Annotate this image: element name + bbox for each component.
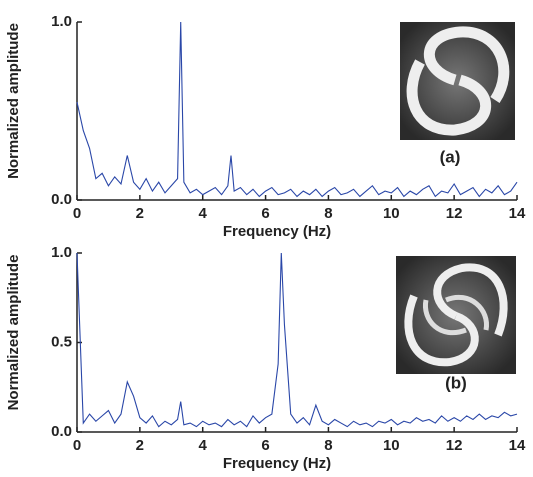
- x-tick-label: 8: [324, 205, 332, 222]
- y-axis-label: Normalized amplitude: [5, 23, 22, 179]
- x-tick-label: 6: [261, 437, 269, 454]
- panel-label: (a): [440, 147, 461, 166]
- y-tick-label: 0.0: [51, 423, 72, 440]
- x-tick-label: 4: [199, 205, 208, 222]
- x-axis-label: Frequency (Hz): [223, 223, 331, 240]
- inset-image-a: [400, 22, 515, 140]
- y-tick-label: 1.0: [51, 244, 72, 261]
- y-tick-label: 0.0: [51, 191, 72, 208]
- x-tick-label: 2: [136, 205, 144, 222]
- x-tick-label: 14: [509, 437, 526, 454]
- x-tick-label: 4: [199, 437, 208, 454]
- x-tick-label: 14: [509, 205, 526, 222]
- x-tick-label: 12: [446, 437, 463, 454]
- x-tick-label: 10: [383, 205, 400, 222]
- x-tick-label: 0: [73, 205, 81, 222]
- x-tick-label: 8: [324, 437, 332, 454]
- panel-label: (b): [445, 373, 467, 392]
- x-tick-label: 12: [446, 205, 463, 222]
- y-axis-label: Normalized amplitude: [5, 255, 22, 411]
- inset-image-b: [396, 256, 516, 374]
- x-axis-label: Frequency (Hz): [223, 455, 331, 472]
- x-tick-label: 2: [136, 437, 144, 454]
- y-tick-label: 1.0: [51, 13, 72, 30]
- spectrum-line: [76, 252, 518, 428]
- x-tick-label: 0: [73, 437, 81, 454]
- x-tick-label: 6: [261, 205, 269, 222]
- y-tick-label: 0.5: [51, 333, 72, 350]
- x-tick-label: 10: [383, 437, 400, 454]
- spectrum-line: [76, 21, 518, 198]
